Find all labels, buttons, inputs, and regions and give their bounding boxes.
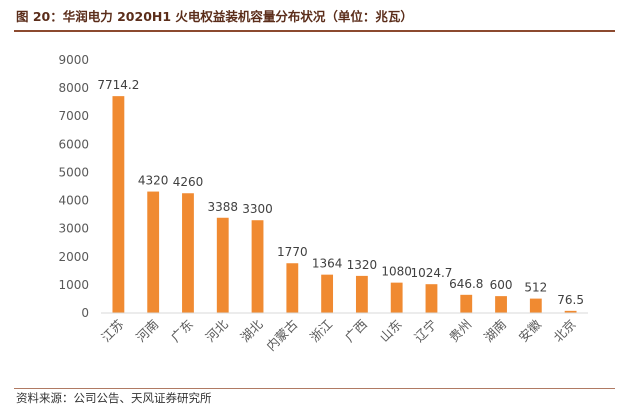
- data-label: 4260: [173, 175, 204, 189]
- bar: [495, 296, 507, 313]
- x-tick-label: 辽宁: [411, 317, 439, 345]
- y-tick-label: 4000: [58, 194, 89, 208]
- data-label: 512: [524, 281, 547, 295]
- y-tick-label: 8000: [58, 81, 89, 95]
- data-label: 3300: [242, 202, 273, 216]
- bar: [286, 263, 299, 313]
- source-note: 资料来源：公司公告、天风证券研究所: [16, 391, 212, 405]
- x-tick-label: 北京: [550, 317, 578, 345]
- x-tick-label: 河南: [133, 317, 161, 345]
- y-tick-label: 3000: [58, 222, 89, 236]
- bar: [564, 310, 577, 313]
- x-tick-label: 浙江: [307, 317, 335, 345]
- data-label: 600: [490, 278, 513, 292]
- y-tick-label: 2000: [58, 250, 89, 264]
- data-label: 1770: [277, 245, 308, 259]
- data-label: 3388: [207, 200, 238, 214]
- footer-rule: [14, 388, 615, 389]
- data-label: 1024.7: [410, 266, 452, 280]
- y-tick-label: 5000: [58, 165, 89, 179]
- bar: [182, 193, 194, 313]
- x-tick-label: 河北: [203, 316, 232, 345]
- bar: [321, 274, 334, 313]
- bar: [251, 220, 264, 313]
- x-tick-label: 湖南: [481, 317, 509, 345]
- bar: [390, 282, 403, 313]
- y-tick-label: 7000: [58, 109, 89, 123]
- x-tick-label: 江苏: [98, 317, 126, 345]
- x-tick-label: 广西: [342, 317, 370, 345]
- data-label: 7714.2: [97, 78, 139, 92]
- figure-title: 图 20：华润电力 2020H1 火电权益装机容量分布状况（单位：兆瓦）: [16, 9, 413, 24]
- x-tick-label: 内蒙古: [263, 317, 300, 354]
- bar-chart: 0 1000 2000 3000 4000 5000 6000 7000 8000 9000 77…: [58, 53, 588, 354]
- data-label: 1080: [381, 265, 412, 279]
- title-rule: [14, 30, 615, 32]
- y-tick-label: 9000: [58, 53, 89, 67]
- x-tick-label: 安徽: [516, 316, 545, 345]
- y-tick-label: 6000: [58, 137, 89, 151]
- data-label: 1364: [312, 257, 343, 271]
- y-axis: 0 1000 2000 3000 4000 5000 6000 7000 8000 9000: [58, 53, 89, 320]
- data-label: 1320: [347, 258, 378, 272]
- bar: [460, 294, 473, 313]
- bar: [147, 191, 160, 313]
- y-tick-label: 0: [81, 306, 89, 320]
- y-tick-label: 1000: [58, 278, 89, 292]
- x-tick-label: 山东: [377, 317, 405, 345]
- data-label: 4320: [138, 174, 169, 188]
- x-tick-label: 贵州: [446, 317, 474, 345]
- x-tick-label: 广东: [168, 317, 196, 345]
- bar: [112, 96, 125, 313]
- x-tick-label: 湖北: [237, 316, 266, 345]
- data-label: 646.8: [449, 277, 483, 291]
- bar: [425, 284, 438, 313]
- bar: [529, 298, 542, 313]
- bars: [112, 96, 577, 313]
- data-label: 76.5: [557, 293, 584, 307]
- bar: [355, 275, 368, 313]
- bar: [216, 217, 229, 313]
